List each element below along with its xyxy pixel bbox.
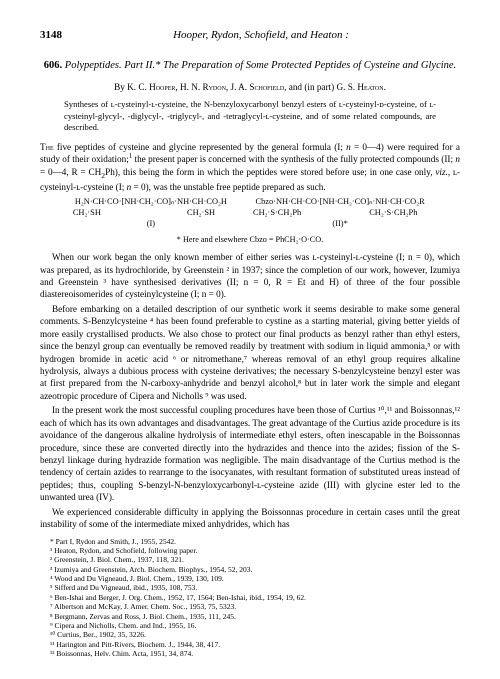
- formula-I-label: (I): [73, 219, 229, 230]
- running-head: Hooper, Rydon, Schofield, and Heaton :: [62, 28, 460, 43]
- ref-11: ¹¹ Harington and Pitt-Rivers, Biochem. J…: [40, 640, 460, 649]
- ref-10: ¹⁰ Curtius, Ber., 1902, 35, 3226.: [40, 630, 460, 639]
- formula-I-right-substituent: CH₂·SH: [187, 208, 229, 219]
- paragraph-4: In the present work the most successful …: [40, 404, 460, 503]
- ref-7: ⁷ Albertson and McKay, J. Amer. Chem. So…: [40, 602, 460, 611]
- page-header: 3148 Hooper, Rydon, Schofield, and Heato…: [40, 28, 460, 53]
- paragraph-3: Before embarking on a detailed descripti…: [40, 303, 460, 402]
- ref-9: ⁹ Cipera and Nicholls, Chem. and Ind., 1…: [40, 621, 460, 630]
- ref-5: ⁵ Sifferd and Du Vigneaud, ibid., 1935, …: [40, 583, 460, 592]
- ref-3: ³ Izumiya and Greenstein, Arch. Biochem.…: [40, 565, 460, 574]
- ref-1: ¹ Heaton, Rydon, and Schofield, followin…: [40, 546, 460, 555]
- ref-12: ¹² Boissonnas, Helv. Chim. Acta, 1951, 3…: [40, 649, 460, 658]
- formula-footnote: * Here and elsewhere Cbzo = PhCH₂·O·CO.: [40, 234, 460, 245]
- paragraph-2: When our work began the only known membe…: [40, 251, 460, 301]
- structural-formulae: H₂N·CH·CO·[NH·CH₂·CO]ₙ·NH·CH·CO₂H CH₂·SH…: [40, 197, 460, 230]
- formula-I: H₂N·CH·CO·[NH·CH₂·CO]ₙ·NH·CH·CO₂H CH₂·SH…: [73, 197, 229, 230]
- page-number: 3148: [40, 28, 62, 53]
- paragraph-5: We experienced considerable difficulty i…: [40, 506, 460, 531]
- paragraph-1: The five peptides of cysteine and glycin…: [40, 141, 460, 193]
- ref-2: ² Greenstein, J. Biol. Chem., 1937, 118,…: [40, 555, 460, 564]
- ref-6: ⁶ Ben-Ishai and Berger, J. Org. Chem., 1…: [40, 593, 460, 602]
- paper-title: 606. Polypeptides. Part II.* The Prepara…: [40, 59, 460, 73]
- formula-II: Cbzo·NH·CH·CO·[NH·CH₂·CO]ₙ·NH·CH·CO₂R CH…: [253, 197, 427, 230]
- ref-4: ⁴ Wood and Du Vigneaud, J. Biol. Chem., …: [40, 574, 460, 583]
- paper-title-text: Polypeptides. Part II.* The Preparation …: [65, 60, 456, 71]
- formula-I-left-substituent: CH₂·SH: [73, 208, 115, 219]
- formula-II-left-substituent: CH₂·S·CH₂Ph: [253, 208, 311, 219]
- formula-II-top: Cbzo·NH·CH·CO·[NH·CH₂·CO]ₙ·NH·CH·CO₂R: [253, 197, 427, 208]
- authors-line: By K. C. Hooper, H. N. Rydon, J. A. Scho…: [40, 81, 460, 93]
- ref-8: ⁸ Bergmann, Zervas and Ross, J. Biol. Ch…: [40, 612, 460, 621]
- references-block: * Part I, Rydon and Smith, J., 1955, 254…: [40, 537, 460, 659]
- paper-number: 606.: [44, 60, 62, 71]
- formula-II-right-substituent: CH₂·S·CH₂Ph: [369, 208, 427, 219]
- formula-I-top: H₂N·CH·CO·[NH·CH₂·CO]ₙ·NH·CH·CO₂H: [73, 197, 229, 208]
- formula-II-label: (II)*: [253, 219, 427, 230]
- abstract: Syntheses of ʟ-cysteinyl-ʟ-cysteine, the…: [64, 99, 436, 133]
- ref-part-note: * Part I, Rydon and Smith, J., 1955, 254…: [40, 537, 460, 546]
